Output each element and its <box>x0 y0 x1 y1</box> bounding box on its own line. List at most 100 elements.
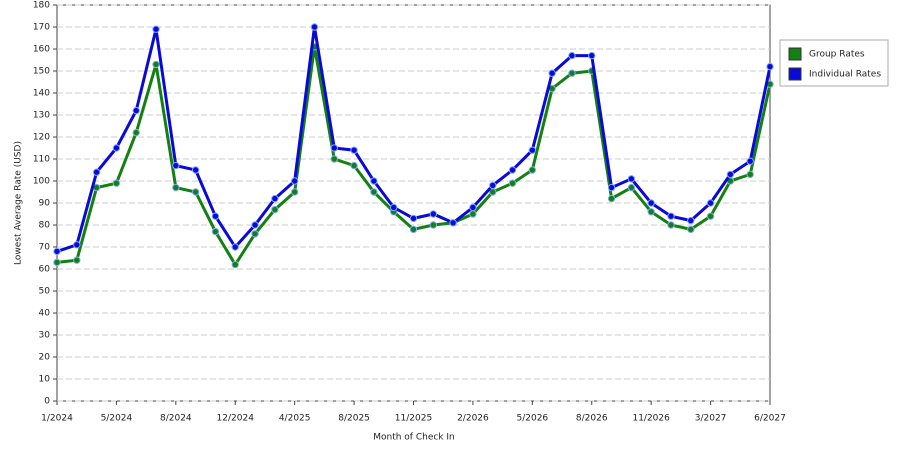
data-point <box>330 155 338 163</box>
y-axis-label: Lowest Average Rate (USD) <box>14 141 24 265</box>
y-tick-label: 70 <box>39 243 51 253</box>
y-tick-label: 0 <box>44 397 50 407</box>
data-point <box>330 144 338 152</box>
data-point <box>290 177 299 185</box>
data-point <box>271 194 279 203</box>
x-tick-label: 4/2025 <box>279 414 311 424</box>
x-tick-label: 8/2025 <box>338 414 370 424</box>
data-point <box>370 188 378 196</box>
x-tick-label: 3/2027 <box>695 414 727 424</box>
data-point <box>469 210 477 218</box>
data-point <box>191 166 200 174</box>
data-point <box>429 210 438 218</box>
y-tick-label: 160 <box>33 45 50 55</box>
y-tick-label: 110 <box>33 155 50 165</box>
x-axis-label: Month of Check In <box>373 433 455 443</box>
data-point <box>73 241 81 249</box>
data-point <box>746 157 754 165</box>
data-point <box>607 194 616 203</box>
data-point <box>687 225 695 234</box>
data-point <box>211 212 220 220</box>
data-point <box>528 146 537 154</box>
data-point <box>627 183 636 192</box>
data-point <box>627 175 636 183</box>
x-tick-label: 5/2026 <box>516 414 548 424</box>
data-point <box>231 243 239 251</box>
data-point <box>568 69 576 77</box>
x-tick-label: 5/2024 <box>101 414 133 424</box>
data-point <box>548 69 556 77</box>
data-point <box>112 179 121 187</box>
y-tick-label: 80 <box>39 221 51 231</box>
y-tick-label: 180 <box>33 1 50 11</box>
data-point <box>766 62 774 71</box>
data-point <box>251 230 259 238</box>
data-point <box>667 221 675 229</box>
x-tick-label: 8/2026 <box>576 414 608 424</box>
legend-swatch <box>788 67 802 81</box>
y-tick-label: 10 <box>39 375 51 385</box>
y-tick-label: 120 <box>33 133 50 143</box>
x-tick-label: 11/2026 <box>632 414 670 424</box>
data-point <box>647 208 655 216</box>
y-tick-label: 140 <box>33 89 50 99</box>
y-tick-label: 150 <box>33 67 50 77</box>
data-point <box>469 203 477 212</box>
y-tick-label: 100 <box>33 177 50 187</box>
legend-label: Individual Rates <box>809 70 881 80</box>
data-point <box>191 188 200 196</box>
y-tick-label: 50 <box>39 287 51 297</box>
data-point <box>409 214 418 223</box>
data-point <box>73 256 81 264</box>
data-point <box>290 188 299 196</box>
data-point <box>152 25 160 33</box>
data-point <box>350 146 358 154</box>
data-point <box>152 60 160 69</box>
data-point <box>112 144 121 152</box>
data-point <box>211 227 220 236</box>
x-tick-label: 8/2024 <box>160 414 192 424</box>
data-point <box>489 181 497 190</box>
data-point <box>92 168 101 176</box>
data-point <box>172 183 180 192</box>
y-tick-label: 20 <box>39 353 51 363</box>
data-point <box>132 106 140 115</box>
y-tick-label: 40 <box>39 309 51 319</box>
data-point <box>370 177 378 185</box>
x-tick-label: 1/2024 <box>41 414 73 424</box>
data-point <box>726 170 735 179</box>
data-point <box>271 205 279 214</box>
x-tick-label: 6/2027 <box>754 414 786 424</box>
data-point <box>568 51 576 60</box>
data-point <box>746 170 754 179</box>
y-tick-label: 30 <box>39 331 51 341</box>
data-point <box>687 216 695 225</box>
y-tick-label: 170 <box>33 23 50 33</box>
data-point <box>647 199 655 207</box>
data-point <box>53 247 61 256</box>
x-tick-label: 11/2025 <box>395 414 432 424</box>
data-point <box>251 221 259 229</box>
data-point <box>132 128 140 137</box>
legend-label: Group Rates <box>809 50 865 60</box>
data-point <box>508 166 517 174</box>
y-tick-label: 90 <box>39 199 51 209</box>
data-point <box>706 212 715 220</box>
data-point <box>607 183 616 192</box>
y-tick-label: 130 <box>33 111 50 121</box>
data-point <box>53 258 61 267</box>
data-point <box>172 161 180 170</box>
data-point <box>508 179 517 187</box>
data-point <box>231 260 239 269</box>
data-point <box>528 166 537 174</box>
legend-swatch <box>788 47 802 61</box>
data-point <box>667 212 675 220</box>
data-point <box>389 203 398 212</box>
y-tick-label: 60 <box>39 265 51 275</box>
data-point <box>409 225 418 234</box>
x-tick-label: 2/2026 <box>457 414 489 424</box>
data-point <box>588 51 596 60</box>
data-point <box>310 23 319 31</box>
data-point <box>350 161 358 170</box>
